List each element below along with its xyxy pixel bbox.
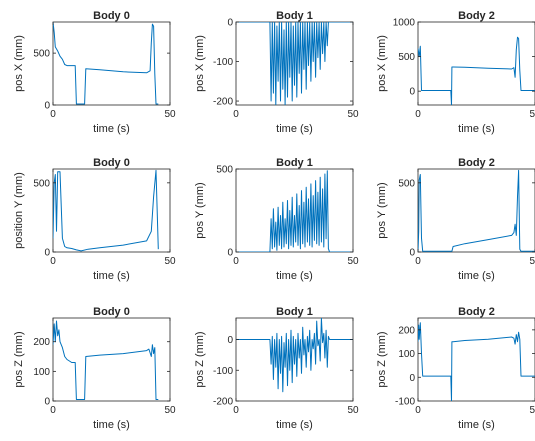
data-series-line xyxy=(53,22,159,105)
x-axis-label: time (s) xyxy=(276,419,313,431)
y-axis-label: position Y (mm) xyxy=(13,172,25,249)
subplot-1-2: 0 50 -200 -100 0 Body 1 time (s) pos X (mm) xyxy=(194,10,359,135)
x-tick-label: 50 xyxy=(529,256,535,267)
subplot-title: Body 2 xyxy=(458,157,495,169)
subplot-3-2: 0 50 -200 -100 0 Body 1 time (s) pos Z (mm) xyxy=(194,306,359,431)
data-series-line xyxy=(236,22,353,105)
x-tick-label: 0 xyxy=(415,405,421,416)
x-axis-label: time (s) xyxy=(458,419,495,431)
axes-box xyxy=(417,168,535,253)
y-tick-label: 0 xyxy=(44,248,50,259)
y-tick-label: 0 xyxy=(44,397,50,408)
x-axis-label: time (s) xyxy=(458,123,495,135)
x-axis-label: time (s) xyxy=(93,419,130,431)
data-series-line xyxy=(236,318,353,393)
data-series-line xyxy=(53,169,159,252)
subplot-title: Body 0 xyxy=(93,10,130,22)
y-tick-label: -200 xyxy=(213,397,233,408)
y-tick-label: -100 xyxy=(395,397,415,408)
axes-box xyxy=(235,168,354,253)
y-tick-label: 500 xyxy=(33,49,50,60)
y-tick-label: 0 xyxy=(409,87,415,98)
x-tick-label: 50 xyxy=(347,109,359,120)
x-tick-label: 50 xyxy=(164,405,176,416)
x-tick-label: 0 xyxy=(50,109,56,120)
subplot-title: Body 1 xyxy=(276,10,313,22)
y-axis-label: pos Y (mm) xyxy=(376,182,388,238)
y-tick-label: 0 xyxy=(227,335,233,346)
y-axis-label: pos X (mm) xyxy=(194,35,206,92)
axes-box xyxy=(417,317,535,402)
x-tick-label: 50 xyxy=(164,256,176,267)
y-axis-label: pos Y (mm) xyxy=(194,182,206,238)
subplot-title: Body 2 xyxy=(458,10,495,22)
x-tick-label: 0 xyxy=(50,405,56,416)
subplot-title: Body 1 xyxy=(276,306,313,318)
y-tick-label: -200 xyxy=(213,97,233,108)
y-tick-label: 1000 xyxy=(393,18,416,29)
y-tick-label: 500 xyxy=(33,178,50,189)
y-tick-label: 100 xyxy=(33,367,50,378)
axes-box xyxy=(235,21,354,106)
y-tick-label: 0 xyxy=(409,373,415,384)
y-tick-label: 100 xyxy=(398,349,415,360)
subplot-title: Body 0 xyxy=(93,306,130,318)
y-axis-label: pos Z (mm) xyxy=(194,331,206,387)
y-axis-label: pos Z (mm) xyxy=(13,331,25,387)
x-axis-label: time (s) xyxy=(458,270,495,282)
data-series-line xyxy=(418,36,535,105)
x-axis-label: time (s) xyxy=(276,123,313,135)
y-axis-label: pos Z (mm) xyxy=(376,331,388,387)
x-tick-label: 0 xyxy=(50,256,56,267)
x-tick-label: 50 xyxy=(529,109,535,120)
y-tick-label: 200 xyxy=(398,325,415,336)
y-tick-label: 0 xyxy=(409,248,415,259)
subplot-title: Body 1 xyxy=(276,157,313,169)
data-series-line xyxy=(418,169,535,252)
x-tick-label: 0 xyxy=(233,405,239,416)
subplot-title: Body 2 xyxy=(458,306,495,318)
x-tick-label: 0 xyxy=(233,109,239,120)
data-series-line xyxy=(53,320,159,400)
axes-box xyxy=(52,21,171,106)
subplot-title: Body 0 xyxy=(93,157,130,169)
y-tick-label: 500 xyxy=(216,165,233,176)
axes-box xyxy=(52,317,171,402)
x-tick-label: 50 xyxy=(529,405,535,416)
y-tick-label: 0 xyxy=(227,18,233,29)
x-axis-label: time (s) xyxy=(276,270,313,282)
x-tick-label: 50 xyxy=(347,256,359,267)
y-tick-label: 0 xyxy=(227,248,233,259)
x-axis-label: time (s) xyxy=(93,270,130,282)
x-tick-label: 0 xyxy=(233,256,239,267)
y-axis-label: pos X (mm) xyxy=(13,35,25,92)
data-series-line xyxy=(236,170,353,252)
y-tick-label: 0 xyxy=(44,101,50,112)
y-tick-label: 500 xyxy=(398,52,415,63)
y-tick-label: -100 xyxy=(213,366,233,377)
x-axis-label: time (s) xyxy=(93,123,130,135)
y-tick-label: 500 xyxy=(398,178,415,189)
y-axis-label: pos X (mm) xyxy=(376,35,388,92)
axes-box xyxy=(52,168,171,253)
subplot-3-1: 0 50 0 100 200 Body 0 time (s) pos Z (mm) xyxy=(13,306,176,431)
x-tick-label: 0 xyxy=(415,256,421,267)
axes-box xyxy=(417,21,535,106)
y-tick-label: 200 xyxy=(33,337,50,348)
x-tick-label: 50 xyxy=(164,109,176,120)
x-tick-label: 50 xyxy=(347,405,359,416)
data-series-line xyxy=(418,322,535,401)
y-tick-label: -100 xyxy=(213,57,233,68)
x-tick-label: 0 xyxy=(415,109,421,120)
